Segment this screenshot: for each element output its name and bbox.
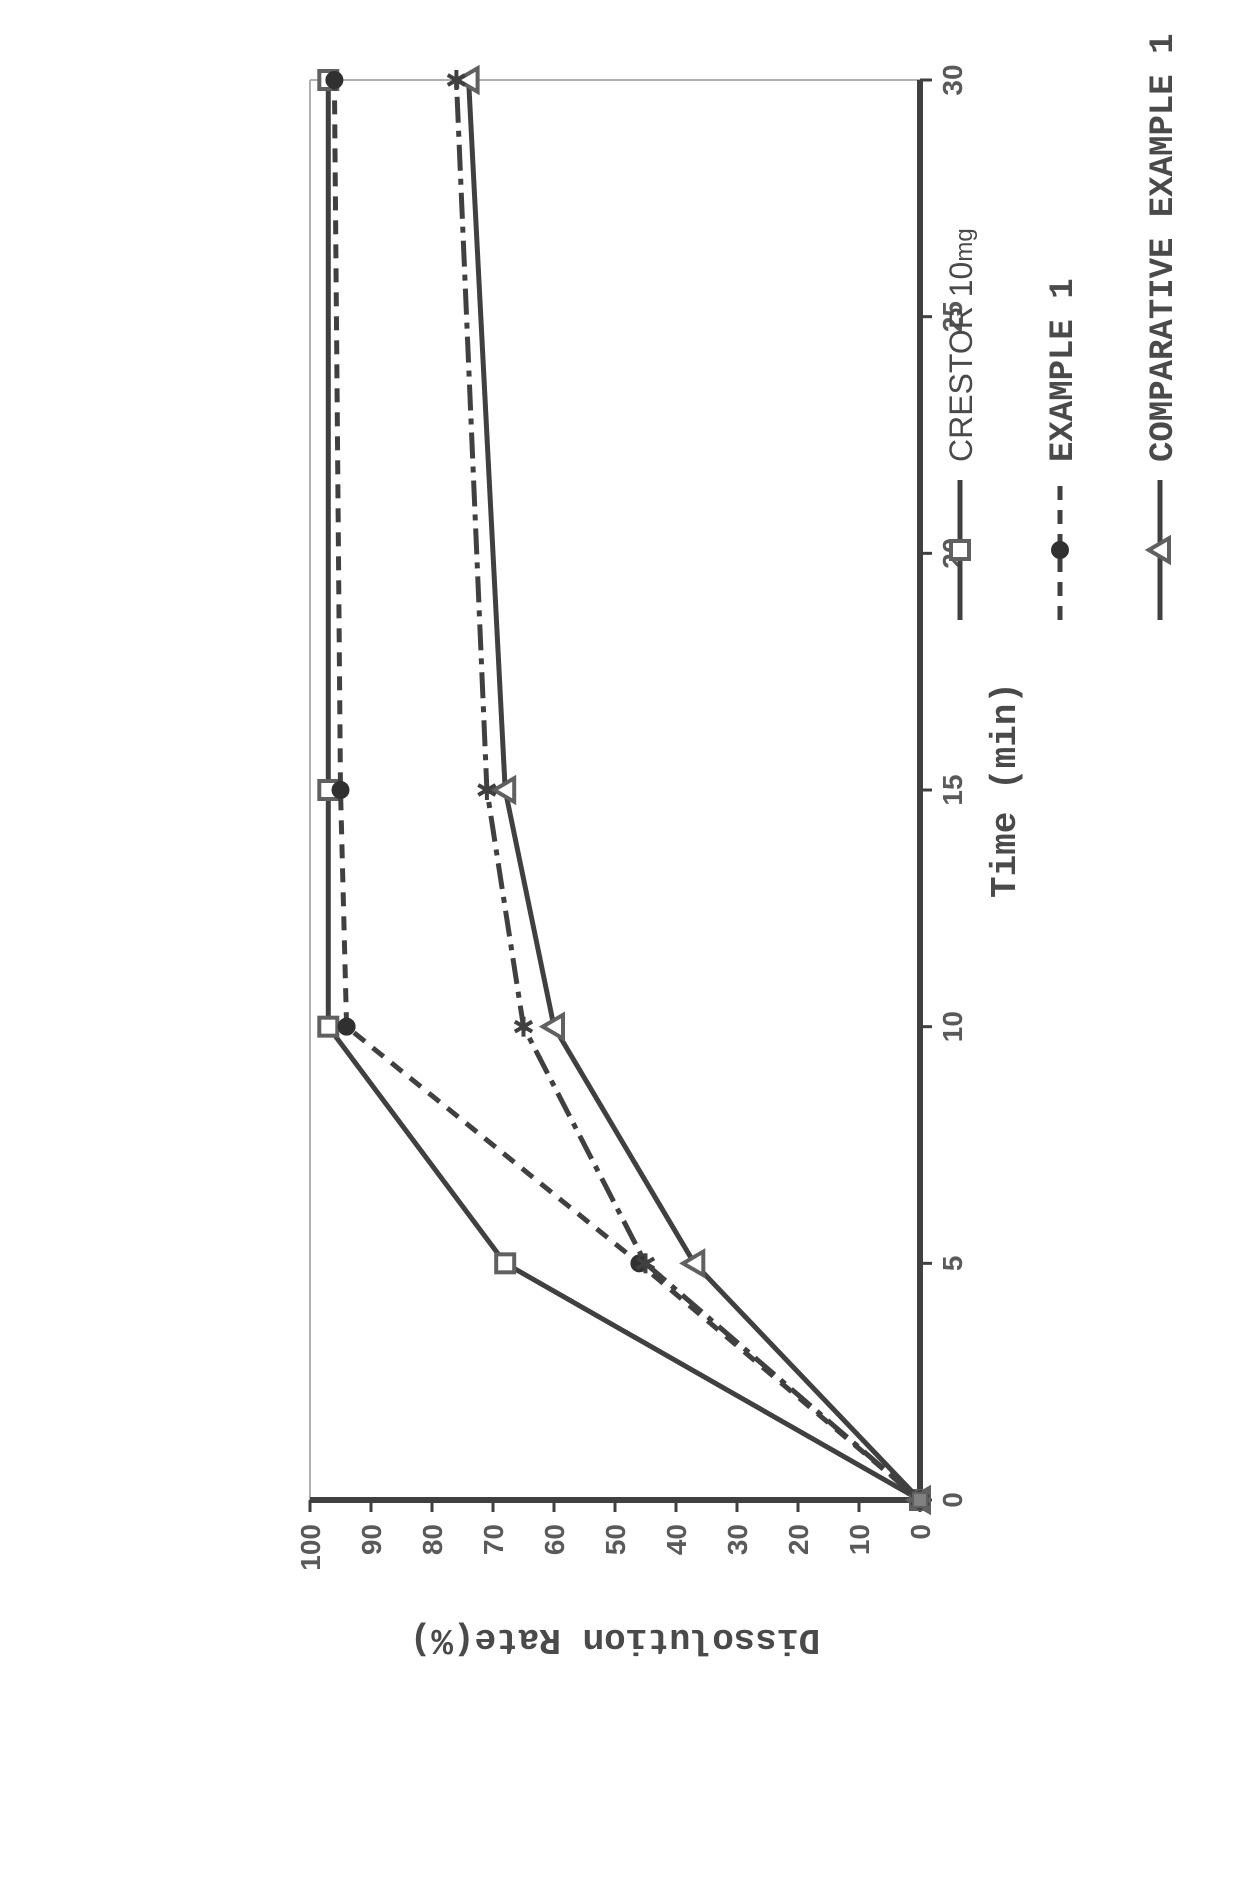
y-tick-label: 70 xyxy=(478,1524,509,1555)
y-tick-label: 20 xyxy=(783,1524,814,1555)
x-tick-label: 10 xyxy=(937,1011,968,1042)
series-line xyxy=(334,80,920,1500)
x-tick-label: 15 xyxy=(937,774,968,805)
dissolution-chart: 0510152025300102030405060708090100Time (… xyxy=(0,0,1240,1897)
x-axis-title: Time (min) xyxy=(985,682,1026,898)
x-tick-label: 0 xyxy=(937,1492,968,1508)
x-tick-label: 30 xyxy=(937,64,968,95)
legend: CRESTOR 10mg EXAMPLE 1 COMPARATIVE EXAMPLE… xyxy=(943,34,1240,620)
series-line xyxy=(328,80,920,1500)
y-tick-label: 90 xyxy=(356,1524,387,1555)
x-tick-label: 5 xyxy=(937,1256,968,1272)
y-tick-label: 30 xyxy=(722,1524,753,1555)
legend-label: EXAMPLE 1 xyxy=(1045,278,1083,462)
chart-container: 0510152025300102030405060708090100Time (… xyxy=(0,0,1240,1897)
series-line xyxy=(456,80,920,1500)
y-tick-label: 60 xyxy=(539,1524,570,1555)
legend-label: CRESTOR 10mg xyxy=(943,228,979,462)
y-tick-label: 0 xyxy=(905,1524,936,1540)
legend-label: COMPARATIVE EXAMPLE 1 xyxy=(1145,34,1183,462)
y-tick-label: 50 xyxy=(600,1524,631,1555)
y-tick-label: 10 xyxy=(844,1524,875,1555)
y-tick-label: 100 xyxy=(295,1524,326,1571)
legend-item: EXAMPLE 1 xyxy=(1045,278,1083,620)
y-axis-title: Dissolution Rate(%) xyxy=(410,1619,820,1660)
y-tick-label: 40 xyxy=(661,1524,692,1555)
series-line xyxy=(469,80,920,1500)
legend-item: COMPARATIVE EXAMPLE 1 xyxy=(1145,34,1183,620)
y-tick-label: 80 xyxy=(417,1524,448,1555)
